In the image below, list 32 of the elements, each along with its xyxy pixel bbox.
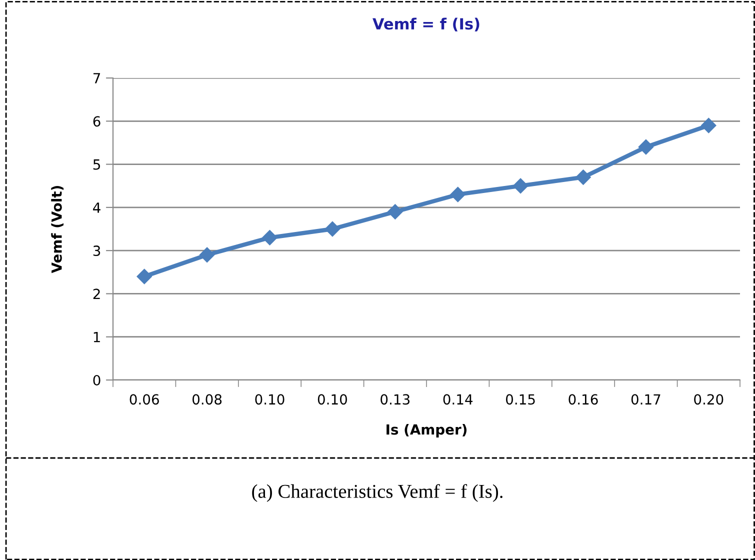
x-tick-label: 0.17 (631, 394, 660, 405)
y-tick-label: 6 (93, 116, 100, 127)
x-tick-label: 0.08 (192, 394, 222, 405)
x-tick-label: 0.06 (130, 394, 159, 405)
chart-title: Vemf = f (Is) (372, 18, 480, 32)
y-tick-label: 7 (93, 73, 100, 84)
point (199, 247, 215, 262)
point (450, 186, 466, 202)
point (388, 204, 403, 220)
text: (a) Characteristics Vemf = f (Is). (252, 484, 502, 502)
x-tick-label: 0.16 (568, 394, 598, 405)
y-tick-label: 5 (93, 159, 100, 170)
y-tick-label: 1 (94, 332, 100, 342)
x-axis-title: Is (Amper) (386, 424, 467, 438)
x-tick-label: 0.15 (506, 394, 535, 405)
y-tick-label: 2 (93, 288, 100, 299)
point (324, 221, 340, 237)
y-axis-title: Vemf (Volt) (51, 186, 64, 274)
x-tick-label: 0.10 (255, 394, 284, 405)
point (262, 230, 278, 246)
y-tick-label: 4 (93, 202, 100, 213)
x-tick-label: 0.20 (694, 394, 724, 405)
point (512, 178, 528, 194)
y-tick-label: 0 (93, 374, 100, 386)
point (136, 268, 152, 284)
y-tick-label: 3 (93, 246, 100, 256)
point (638, 139, 654, 155)
x-tick-label: 0.14 (443, 394, 473, 405)
x-tick-label: 0.10 (318, 394, 347, 405)
x-tick-label: 0.13 (380, 394, 410, 405)
point (576, 170, 591, 185)
point (701, 118, 716, 134)
